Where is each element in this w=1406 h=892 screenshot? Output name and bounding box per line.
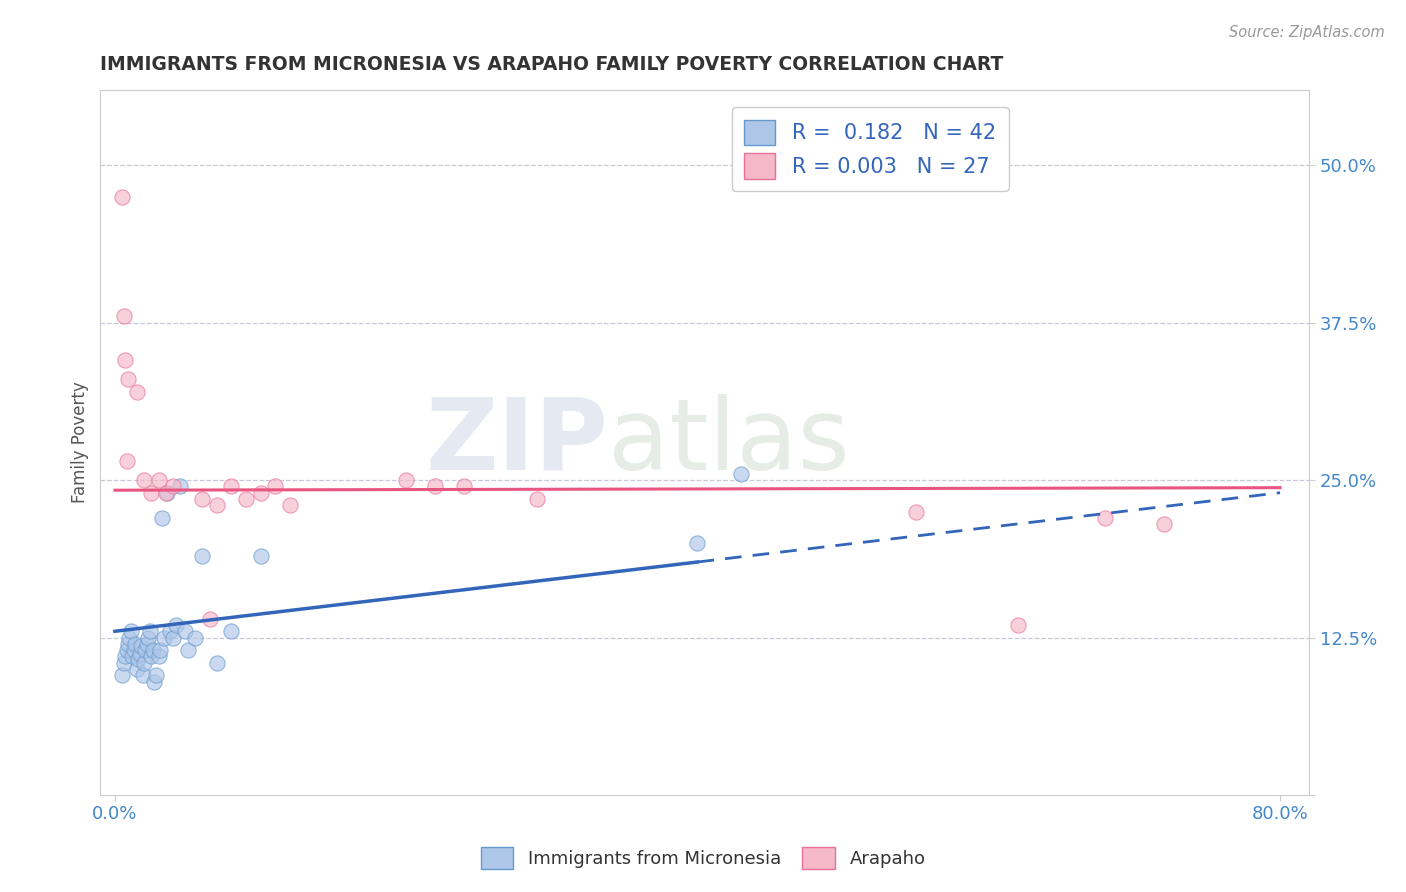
Point — [112, 310, 135, 324]
Point — [155, 485, 177, 500]
Point — [120, 624, 142, 639]
Point — [165, 618, 187, 632]
Point — [264, 479, 287, 493]
Point — [1153, 517, 1175, 532]
Point — [125, 384, 148, 399]
Point — [159, 624, 181, 639]
Point — [122, 643, 145, 657]
Point — [114, 649, 136, 664]
Point — [124, 637, 146, 651]
Text: Source: ZipAtlas.com: Source: ZipAtlas.com — [1229, 25, 1385, 40]
Text: atlas: atlas — [607, 394, 849, 491]
Point — [149, 643, 172, 657]
Text: IMMIGRANTS FROM MICRONESIA VS ARAPAHO FAMILY POVERTY CORRELATION CHART: IMMIGRANTS FROM MICRONESIA VS ARAPAHO FA… — [100, 55, 1004, 74]
Point — [148, 649, 170, 664]
Point — [142, 643, 165, 657]
Point — [139, 624, 162, 639]
Point — [121, 649, 143, 664]
Point — [148, 473, 170, 487]
Point — [112, 656, 135, 670]
Point — [205, 498, 228, 512]
Point — [153, 631, 176, 645]
Point — [129, 640, 152, 654]
Point — [249, 485, 271, 500]
Point — [169, 479, 191, 493]
Point — [162, 479, 184, 493]
Point — [128, 647, 150, 661]
Point — [198, 612, 221, 626]
Y-axis label: Family Poverty: Family Poverty — [72, 382, 89, 503]
Point — [117, 372, 139, 386]
Point — [278, 498, 301, 512]
Point — [904, 505, 927, 519]
Point — [205, 656, 228, 670]
Point — [191, 549, 214, 563]
Point — [132, 473, 155, 487]
Point — [1094, 511, 1116, 525]
Point — [730, 467, 752, 481]
Point — [145, 668, 167, 682]
Point — [134, 643, 156, 657]
Point — [395, 473, 418, 487]
Point — [111, 189, 134, 203]
Point — [1007, 618, 1029, 632]
Point — [138, 631, 160, 645]
Point — [150, 511, 173, 525]
Point — [132, 656, 155, 670]
Point — [177, 643, 200, 657]
Legend: Immigrants from Micronesia, Arapaho: Immigrants from Micronesia, Arapaho — [471, 838, 935, 879]
Point — [143, 674, 166, 689]
Point — [156, 485, 179, 500]
Point — [118, 631, 141, 645]
Point — [136, 637, 159, 651]
Point — [125, 662, 148, 676]
Point — [425, 479, 447, 493]
Point — [114, 353, 136, 368]
Point — [141, 485, 163, 500]
Text: ZIP: ZIP — [425, 394, 607, 491]
Point — [686, 536, 709, 550]
Point — [221, 479, 243, 493]
Point — [235, 491, 257, 506]
Point — [453, 479, 475, 493]
Point — [111, 668, 134, 682]
Point — [162, 631, 184, 645]
Point — [115, 643, 138, 657]
Point — [221, 624, 243, 639]
Point — [526, 491, 548, 506]
Point — [249, 549, 271, 563]
Point — [131, 668, 153, 682]
Point — [117, 637, 139, 651]
Point — [173, 624, 195, 639]
Point — [191, 491, 214, 506]
Legend: R =  0.182   N = 42, R = 0.003   N = 27: R = 0.182 N = 42, R = 0.003 N = 27 — [731, 107, 1008, 191]
Point — [184, 631, 207, 645]
Point — [127, 652, 149, 666]
Point — [141, 649, 163, 664]
Point — [115, 454, 138, 468]
